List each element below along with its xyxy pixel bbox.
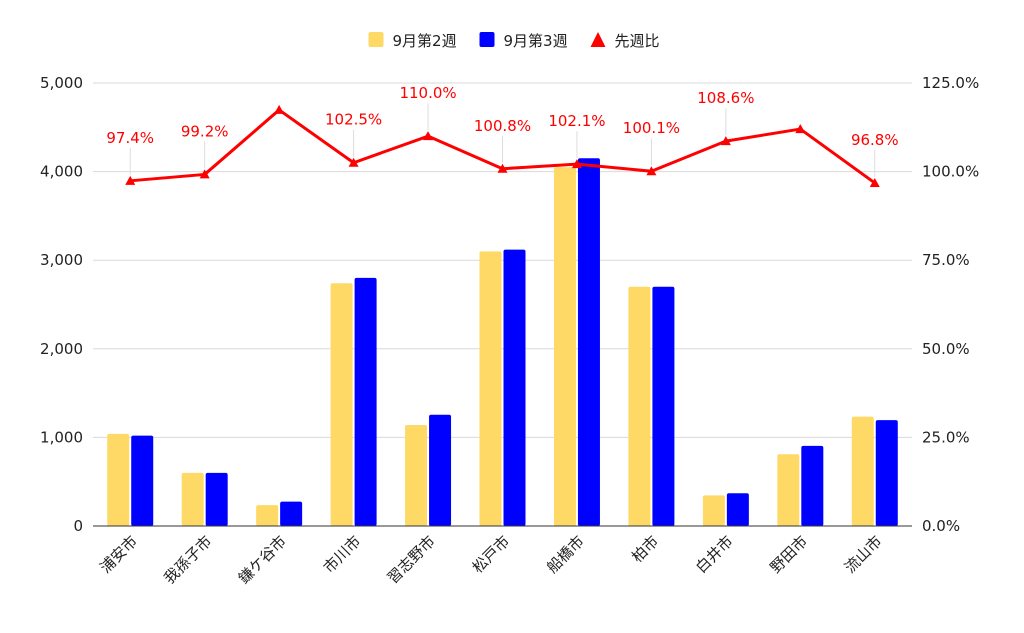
y-tick-label-right: 100.0% [922, 163, 979, 181]
ratio-point [720, 136, 731, 146]
y-tick-label-right: 125.0% [922, 74, 979, 92]
x-tick-label: 船橋市 [543, 532, 588, 577]
y-tick-label-right: 25.0% [922, 428, 970, 446]
x-tick-label: 白井市 [692, 532, 737, 577]
bar-week2 [553, 167, 576, 527]
ratio-data-label: 96.8% [851, 131, 899, 149]
x-tick-label: 流山市 [841, 532, 886, 577]
y-tick-label-left: 0 [73, 517, 83, 535]
ratio-point [348, 157, 359, 167]
bar-week3 [503, 249, 526, 526]
ratio-data-label: 102.5% [325, 111, 382, 129]
data-labels: 97.4% 99.2% 102.5% 110.0% 100.8% 102.1% 100.1%… [106, 84, 899, 177]
x-tick-label: 柏市 [628, 532, 662, 566]
bar-week2 [479, 251, 502, 526]
y-tick-label-left: 4,000 [40, 163, 83, 181]
bar-week2 [256, 505, 279, 526]
ratio-point [423, 131, 434, 141]
ratio-point [274, 104, 285, 114]
bar-week3 [726, 493, 749, 526]
bar-week2 [628, 286, 651, 526]
bar-week2 [107, 433, 130, 526]
x-tick-label: 習志野市 [384, 532, 439, 587]
legend-label: 先週比 [615, 32, 660, 50]
bar-week2 [330, 283, 353, 526]
bars [107, 158, 898, 527]
ratio-point [795, 124, 806, 134]
legend-triangle-marker [590, 32, 606, 47]
ratio-point [646, 166, 657, 176]
legend-label: 9月第2週 [393, 32, 457, 50]
x-tick-label: 市川市 [320, 532, 365, 577]
y-tick-label-right: 50.0% [922, 340, 970, 358]
x-tick-label: 鎌ケ谷市 [235, 532, 290, 587]
legend-swatch [368, 32, 384, 47]
y-tick-label-left: 1,000 [40, 428, 83, 446]
bar-week3 [280, 501, 303, 526]
x-tick-label: 浦安市 [96, 532, 141, 577]
bar-week3 [131, 435, 154, 526]
ratio-point [125, 175, 136, 185]
y-tick-label-left: 3,000 [40, 251, 83, 269]
y-tick-label-right: 75.0% [922, 251, 970, 269]
bar-week3 [652, 286, 675, 526]
ratio-data-label: 100.8% [474, 117, 531, 135]
y-tick-label-left: 2,000 [40, 340, 83, 358]
bar-week2 [702, 495, 725, 526]
bar-week2 [405, 424, 428, 526]
bar-week3 [801, 445, 824, 526]
x-tick-label: 野田市 [767, 532, 812, 577]
ratio-point [571, 159, 582, 169]
grid-lines [93, 82, 912, 438]
ratio-data-label: 100.1% [623, 119, 680, 137]
ratio-data-label: 108.6% [697, 89, 754, 107]
x-tick-label: 松戸市 [469, 532, 514, 577]
ratio-data-label: 99.2% [181, 122, 229, 140]
legend: 9月第2週 9月第3週 先週比 [368, 32, 660, 50]
ratio-point [199, 169, 210, 179]
legend-swatch [479, 32, 495, 47]
bar-week3 [354, 277, 377, 526]
bar-week3 [429, 414, 452, 526]
bar-week2 [181, 472, 204, 526]
bar-week3 [205, 472, 228, 526]
ratio-data-label: 102.1% [548, 112, 605, 130]
bar-week2 [777, 454, 800, 526]
ratio-point [869, 177, 880, 187]
bar-week3 [577, 158, 600, 526]
bar-week2 [851, 416, 874, 526]
y-tick-label-right: 0.0% [922, 517, 960, 535]
y-tick-label-left: 5,000 [40, 74, 83, 92]
ratio-line-series [125, 104, 880, 187]
ratio-point [497, 163, 508, 173]
x-tick-label: 我孫子市 [160, 532, 215, 587]
legend-label: 9月第3週 [504, 32, 568, 50]
bar-week3 [875, 420, 898, 526]
ratio-data-label: 97.4% [106, 129, 154, 147]
ratio-data-label: 110.0% [399, 84, 456, 102]
